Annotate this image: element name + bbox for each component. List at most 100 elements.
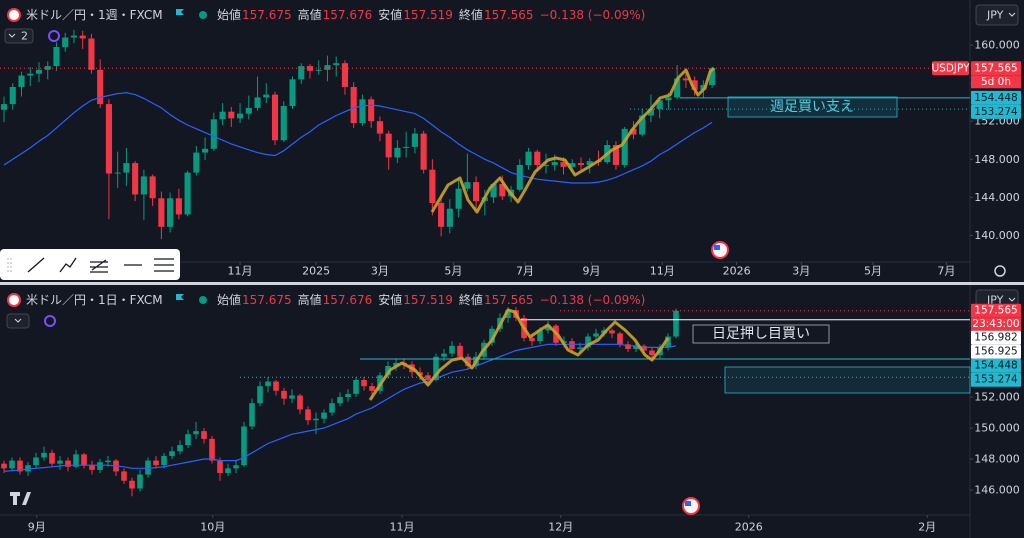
price-badge-label: 153.274: [974, 106, 1018, 118]
pane-separator: [0, 282, 1024, 285]
candle-body: [9, 86, 16, 105]
candle-body: [665, 336, 671, 348]
candle-body: [490, 184, 497, 198]
candle-body: [534, 151, 541, 165]
candle-body: [53, 47, 60, 67]
candle-body: [577, 163, 585, 165]
symbol-icon[interactable]: [7, 293, 21, 307]
price-badge: [971, 90, 1021, 105]
indicator-toggle[interactable]: [6, 313, 30, 329]
chevron: [14, 318, 22, 323]
candle-body: [9, 460, 15, 469]
price-badge: [971, 104, 1021, 119]
candle-body: [429, 169, 436, 204]
ohlc-value: 157.519: [403, 293, 453, 307]
candle-body: [593, 333, 599, 337]
candle-body: [257, 386, 263, 404]
candle-body: [70, 35, 78, 38]
trend-drawing: [368, 308, 670, 401]
candle-body: [289, 79, 296, 106]
indicator-toggle[interactable]: [4, 28, 34, 44]
x-tick-label: 2026: [723, 265, 751, 278]
tool-fib[interactable]: [90, 259, 108, 273]
price-badge: [971, 358, 1021, 373]
candle-body: [65, 460, 71, 467]
candle-body: [359, 99, 366, 124]
indicator-icon[interactable]: [48, 30, 60, 42]
y-tick-label: 144.000: [974, 191, 1020, 204]
price-badge-sub-label: 23:43:00: [972, 318, 1019, 330]
x-tick-label: 11月: [390, 521, 415, 534]
x-tick-label: 3月: [792, 265, 810, 278]
candle-body: [105, 460, 111, 463]
candle-body: [158, 198, 165, 227]
flag-icon: [176, 294, 184, 300]
candle-body: [1, 463, 7, 469]
y-tick-label: 140.000: [974, 229, 1020, 242]
settings-icon[interactable]: [994, 265, 1006, 277]
candle-body: [345, 393, 351, 398]
indicator-icon[interactable]: [44, 315, 56, 327]
candle-body: [569, 163, 576, 167]
symbol-badge-label: USDJPY: [931, 62, 970, 74]
candle-body: [674, 78, 681, 98]
candle-body: [665, 97, 672, 101]
currency-button[interactable]: [975, 4, 1019, 26]
y-tick-label: 148.000: [974, 453, 1020, 466]
y-tick-label: 146.000: [974, 484, 1020, 497]
candle-body: [641, 345, 647, 351]
tool-parallel[interactable]: [154, 258, 174, 272]
ohlc-value: 157.675: [242, 8, 292, 22]
candle-body: [315, 69, 322, 71]
trend-drawing: [430, 66, 716, 214]
candle-body: [529, 338, 535, 342]
x-tick-label: 9月: [582, 265, 600, 278]
market-status: [199, 296, 207, 304]
symbol-icon[interactable]: [7, 8, 21, 22]
candle-body: [438, 203, 445, 227]
ohlc-header: 始値157.675 高値157.676 安値157.519 終値157.565 −0.1…: [217, 292, 645, 307]
x-tick-label: 7月: [516, 265, 534, 278]
candle-body: [612, 145, 620, 165]
candle-body: [609, 330, 615, 334]
market-status: [199, 11, 207, 19]
tool-trendline[interactable]: [27, 257, 45, 273]
candle-body: [97, 462, 103, 470]
price-badge-label: 153.274: [974, 374, 1018, 386]
chart-header: 米ドル／円・1週・FXCM: [26, 8, 163, 22]
currency-label[interactable]: JPY: [986, 9, 1004, 22]
moving-average: [3, 92, 713, 184]
price-badge-label: 156.925: [974, 346, 1017, 358]
annotation-text: 週足買い支え: [770, 99, 854, 115]
price-badge: [971, 303, 1021, 318]
candle-body: [577, 347, 583, 349]
ohlc-name: 高値: [298, 7, 322, 22]
candle-body: [249, 403, 255, 427]
ohlc-value: 157.519: [403, 8, 453, 22]
candle-body: [324, 65, 331, 70]
candle-body: [169, 451, 175, 456]
ohlc-name: 終値: [459, 292, 483, 307]
currency-label[interactable]: JPY: [986, 294, 1004, 307]
candle-body: [420, 133, 427, 170]
candle-body: [121, 471, 127, 481]
candle-body: [673, 310, 679, 337]
dropdown-caret: [1008, 297, 1016, 302]
tool-path[interactable]: [59, 257, 77, 273]
candle-body: [321, 412, 327, 419]
candle-body: [298, 66, 305, 80]
candle-body: [489, 328, 495, 343]
price-badge-label: 154.448: [974, 92, 1017, 104]
candle-body: [273, 381, 279, 391]
candle-body: [350, 86, 357, 124]
candle-body: [202, 148, 209, 153]
candle-body: [25, 465, 31, 472]
candle-body: [209, 438, 215, 461]
x-tick-label: 2025: [302, 265, 330, 278]
candle-body: [639, 115, 646, 135]
candle-body: [233, 465, 239, 469]
candle-body: [341, 63, 349, 87]
price-badge-label: 156.982: [974, 332, 1017, 344]
ohlc-value: 157.676: [323, 293, 373, 307]
